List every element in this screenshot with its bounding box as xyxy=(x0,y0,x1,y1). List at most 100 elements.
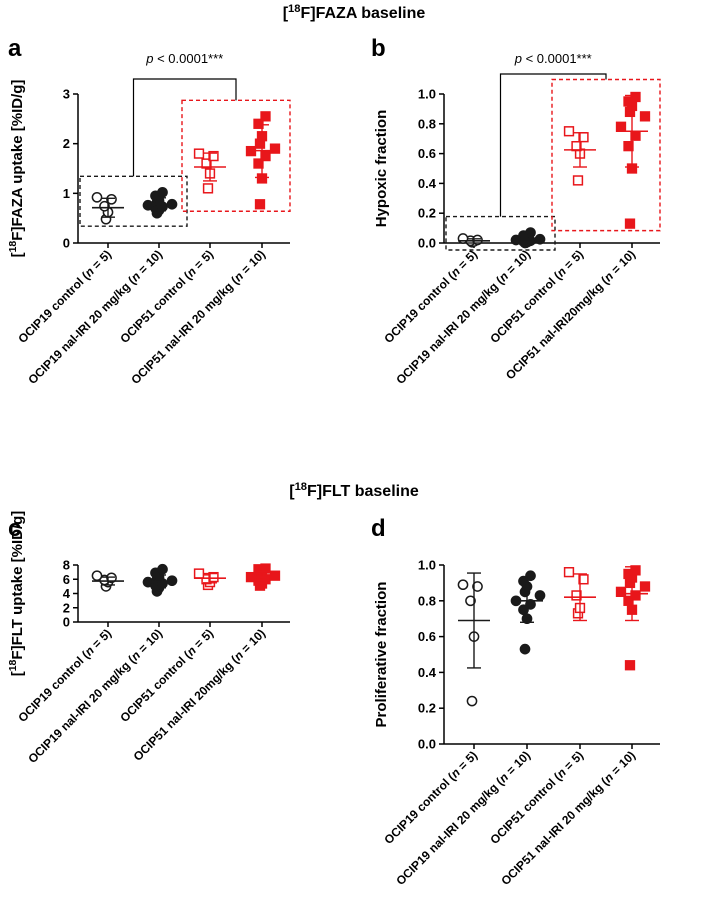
data-point xyxy=(472,581,483,592)
y-tick-label: 8 xyxy=(63,558,70,573)
data-point xyxy=(106,193,117,205)
x-tick-label: OCIP19 control (n = 5) xyxy=(15,247,114,346)
group-3: OCIP51 control (n = 5) xyxy=(117,148,226,346)
y-axis-label: Proliferative fraction xyxy=(373,582,390,728)
data-point xyxy=(534,590,546,601)
data-point xyxy=(202,183,214,194)
data-point xyxy=(457,579,469,591)
data-point xyxy=(253,158,264,169)
data-point xyxy=(157,563,168,575)
chart-panels: a 0 1 2 3 [18F]FAZA uptake [%ID/g] p < 0.0001*… xyxy=(7,35,661,888)
group-1: OCIP19 control (n = 5) xyxy=(381,233,490,346)
treated-group-box xyxy=(181,99,291,212)
data-point xyxy=(623,595,634,606)
section-title-flt: [18F]FLT baseline xyxy=(289,481,419,500)
data-point xyxy=(260,111,271,122)
y-tick-label: 0.0 xyxy=(418,236,436,251)
x-tick-label: OCIP51 control (n = 5) xyxy=(487,748,586,847)
data-point xyxy=(624,218,636,229)
y-tick-label: 2 xyxy=(63,136,70,151)
y-tick-label: 1.0 xyxy=(418,87,436,102)
panel-label: a xyxy=(8,35,22,62)
data-point xyxy=(465,595,476,607)
y-tick-label: 0.8 xyxy=(418,593,436,608)
data-point xyxy=(624,660,636,671)
y-tick-label: 0.6 xyxy=(418,629,436,644)
group-2: OCIP19 nal-IRI 20 mg/kg (n = 10) xyxy=(393,570,546,888)
significance-bracket xyxy=(499,73,607,217)
data-point xyxy=(639,111,651,122)
data-point xyxy=(525,570,536,582)
y-axis-label: Hypoxic fraction xyxy=(373,110,390,228)
data-point xyxy=(254,199,266,210)
data-point xyxy=(630,565,641,576)
x-tick-label: OCIP19 control (n = 5) xyxy=(381,748,480,847)
y-tick-label: 0.4 xyxy=(418,176,437,191)
y-tick-label: 1 xyxy=(63,186,70,201)
data-point xyxy=(578,574,589,585)
data-point xyxy=(269,570,281,581)
control-group-box xyxy=(79,175,188,227)
x-tick-label: OCIP51 control (n = 5) xyxy=(117,247,216,346)
control-group-box xyxy=(445,215,556,251)
data-point xyxy=(91,191,103,203)
data-point xyxy=(253,118,264,129)
significance-label: p < 0.0001*** xyxy=(514,51,592,66)
data-point xyxy=(630,590,641,601)
data-point xyxy=(457,233,469,244)
panel-label: b xyxy=(371,35,386,62)
panel-a: a 0 1 2 3 [18F]FAZA uptake [%ID/g] p < 0.0001*… xyxy=(7,35,291,387)
data-point xyxy=(615,121,627,132)
data-point xyxy=(142,199,154,211)
data-point xyxy=(91,570,103,582)
panel-d: d 0.0 0.2 0.4 0.6 0.8 1.0 Proliferative fractio… xyxy=(371,515,660,888)
panel-label: c xyxy=(8,515,21,542)
y-tick-label: 0.2 xyxy=(418,701,436,716)
data-point xyxy=(563,567,575,578)
significance-label: p < 0.0001*** xyxy=(145,51,223,66)
y-tick-label: 0 xyxy=(63,615,70,630)
data-point xyxy=(639,581,651,592)
data-point xyxy=(106,572,117,584)
data-point xyxy=(571,590,582,601)
significance-bracket xyxy=(132,78,237,177)
data-point xyxy=(201,158,212,169)
section-title-faza: [18F]FAZA baseline xyxy=(283,3,426,22)
y-tick-label: 0 xyxy=(63,236,70,251)
data-point xyxy=(630,91,641,103)
treated-group-box xyxy=(551,78,661,232)
x-tick-label: OCIP51 control (n = 5) xyxy=(117,626,216,725)
data-point xyxy=(615,586,627,598)
data-point xyxy=(99,200,110,212)
data-point xyxy=(572,175,584,186)
y-tick-label: 0.2 xyxy=(418,206,436,221)
x-tick-label: OCIP19 control (n = 5) xyxy=(381,247,480,346)
data-point xyxy=(525,227,536,238)
data-point xyxy=(208,571,219,583)
data-point xyxy=(193,148,205,159)
data-point xyxy=(193,568,205,579)
data-point xyxy=(466,695,478,707)
y-tick-label: 3 xyxy=(63,87,70,102)
y-tick-label: 0.0 xyxy=(418,737,436,752)
data-point xyxy=(623,141,634,152)
y-tick-label: 0.4 xyxy=(418,665,437,680)
panel-label: d xyxy=(371,515,386,542)
x-tick-label: OCIP51 control (n = 5) xyxy=(487,247,586,346)
data-point xyxy=(563,126,575,137)
x-tick-label: OCIP19 control (n = 5) xyxy=(15,626,114,725)
data-point xyxy=(519,643,531,655)
data-point xyxy=(269,143,281,154)
data-point xyxy=(157,186,168,198)
data-point xyxy=(518,604,529,616)
data-point xyxy=(525,599,536,610)
y-tick-label: 1.0 xyxy=(418,558,436,573)
y-axis-label: [18F]FLT uptake [%ID/g] xyxy=(7,511,26,677)
y-tick-label: 0.8 xyxy=(418,116,436,131)
y-tick-label: 4 xyxy=(63,586,71,601)
data-point xyxy=(208,150,219,162)
y-tick-label: 6 xyxy=(63,572,70,587)
group-1: OCIP19 control (n = 5) xyxy=(15,191,124,346)
panel-b: b 0.0 0.2 0.4 0.6 0.8 1.0 Hypoxic fraction p < 0… xyxy=(371,35,661,387)
